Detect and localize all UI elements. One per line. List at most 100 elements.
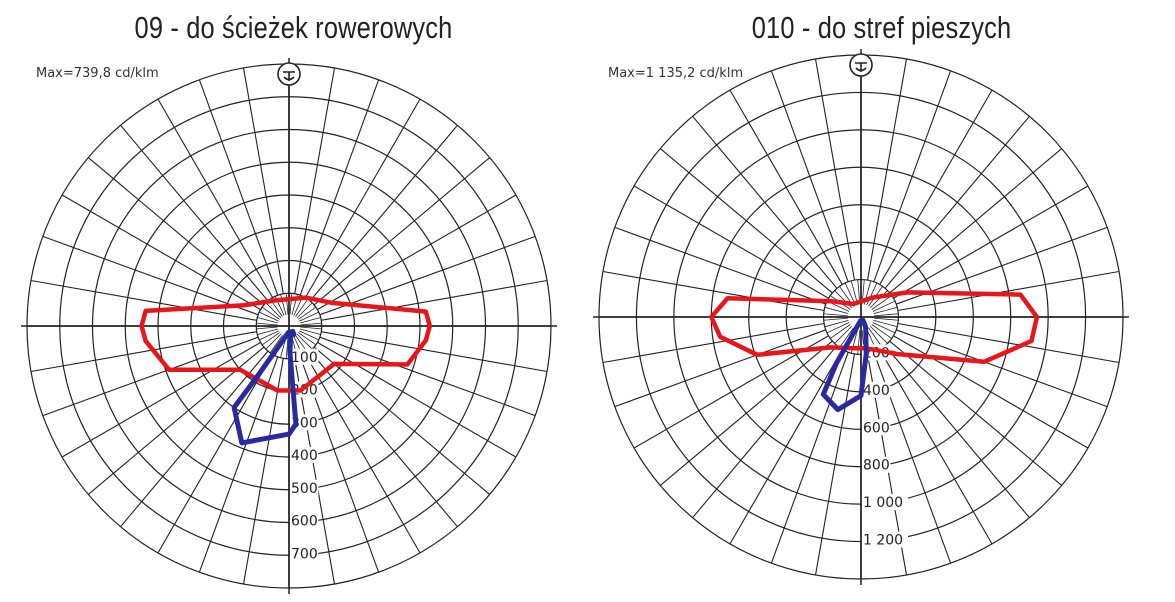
series-red-curve: [709, 290, 1040, 365]
polar-chart-left: 100 200 300 400 500 600 700 09 - do ścieżek ro…: [0, 0, 587, 602]
grid-spoke: [614, 329, 827, 408]
tick-label-bg: [290, 447, 319, 463]
grid-spoke-inner: [873, 306, 898, 314]
grid-spoke-inner: [296, 302, 313, 319]
radial-tick-label: 600: [863, 420, 890, 436]
tick-label-bg: [862, 494, 908, 511]
grid-spoke-inner: [261, 332, 280, 346]
grid-spoke: [729, 349, 843, 545]
grid-spoke: [319, 235, 536, 316]
grid-spoke: [317, 341, 517, 458]
grid-spoke-inner: [823, 313, 848, 317]
grid-spoke: [87, 157, 265, 306]
grid-spoke-inner: [285, 293, 289, 315]
grid-spoke: [633, 185, 829, 299]
radial-tick-label: 200: [291, 383, 318, 399]
grid-spoke: [633, 335, 829, 449]
grid-spoke-inner: [872, 300, 896, 312]
grid-spoke-inner: [285, 337, 289, 359]
grid-spoke: [157, 98, 274, 298]
grid-spoke: [873, 70, 952, 283]
grid-spoke-inner: [265, 333, 282, 350]
grid-spoke: [895, 329, 1108, 408]
grid-spoke: [614, 226, 827, 305]
grid-spoke: [299, 79, 380, 296]
grid-spoke: [814, 58, 856, 281]
max-intensity-label-right: Max=1 135,2 cd/klm: [606, 66, 746, 81]
grid-spoke: [242, 358, 284, 585]
grid-spoke-inner: [300, 326, 322, 330]
series-blue-curve: [231, 328, 299, 446]
tick-label-bg: [862, 381, 891, 398]
polar-chart-right: 200 400 600 800 1 000 1 200 010 - do stref pi…: [588, 0, 1175, 602]
series-red-curve: [139, 295, 433, 393]
grid-spoke-inner: [295, 298, 309, 317]
grid-spoke-inner: [869, 325, 888, 344]
grid-spoke-inner: [874, 313, 899, 317]
grid-spoke-inner: [296, 333, 313, 350]
grid-spoke-inner: [850, 280, 858, 305]
grid-spoke-inner: [871, 324, 892, 339]
grid-spoke: [313, 346, 491, 495]
grid-spoke-inner: [300, 322, 322, 326]
tick-label-bg: [862, 531, 908, 548]
chart-title-right: 010 - do stref pieszych: [751, 10, 1012, 45]
grid-spoke: [879, 349, 993, 545]
grid-spoke: [30, 279, 257, 321]
radial-tick-label: 400: [863, 383, 890, 399]
grid-spoke-inner: [257, 328, 279, 335]
grid-spoke: [692, 345, 838, 519]
grid-spoke: [294, 67, 336, 294]
grid-spoke-inner: [259, 311, 279, 322]
grid-spoke: [120, 124, 269, 302]
grid-spoke: [319, 336, 536, 417]
radial-tick-label: 800: [863, 458, 890, 474]
radial-tick-label: 1 000: [863, 495, 903, 511]
grid-spoke-inner: [834, 325, 853, 344]
grid-spoke-inner: [299, 317, 321, 324]
grid-spoke-inner: [259, 330, 279, 341]
luminaire-symbol-glyph: [283, 71, 295, 81]
grid-spoke: [897, 322, 1120, 364]
grid-spoke-inner: [826, 322, 850, 334]
radial-tick-label: 1 200: [863, 533, 903, 549]
grid-spoke: [602, 322, 825, 364]
grid-spoke: [42, 235, 259, 316]
tick-label-bg: [862, 419, 891, 436]
tick-label-bg: [290, 512, 319, 529]
radial-tick-label: 600: [291, 514, 318, 530]
grid-spoke: [61, 194, 261, 311]
grid-spoke: [814, 353, 856, 576]
grid-spoke: [879, 89, 993, 285]
grid-spoke: [120, 350, 269, 528]
tick-label-bg: [290, 348, 319, 365]
grid-spoke-inner: [871, 295, 892, 310]
grid-spoke: [602, 270, 825, 312]
grid-spoke-inner: [824, 306, 849, 314]
grid-spoke-inner: [289, 293, 293, 315]
max-intensity-label-left: Max=739,8 cd/klm: [34, 66, 161, 81]
grid-spoke: [893, 185, 1089, 299]
grid-spoke: [309, 124, 458, 302]
grid-spoke-inner: [269, 335, 283, 354]
grid-spoke: [884, 345, 1030, 519]
grid-spoke: [866, 58, 908, 281]
tick-label-bg: [290, 545, 319, 562]
grid-spoke-inner: [874, 317, 899, 321]
grid-spoke: [321, 279, 548, 321]
grid-spoke-inner: [869, 290, 888, 309]
grid-spoke-inner: [299, 311, 319, 322]
grid-spoke: [321, 331, 548, 373]
grid-spoke: [889, 148, 1063, 294]
grid-spoke-inner: [824, 320, 849, 328]
grid-spoke-inner: [868, 327, 883, 348]
grid-spoke-inner: [298, 306, 317, 320]
grid-spoke: [198, 79, 279, 296]
grid-spoke: [61, 341, 261, 458]
grid-spoke: [304, 354, 421, 554]
grid-spoke: [304, 98, 421, 298]
grid-spoke: [770, 70, 849, 283]
grid-spoke: [897, 270, 1120, 312]
